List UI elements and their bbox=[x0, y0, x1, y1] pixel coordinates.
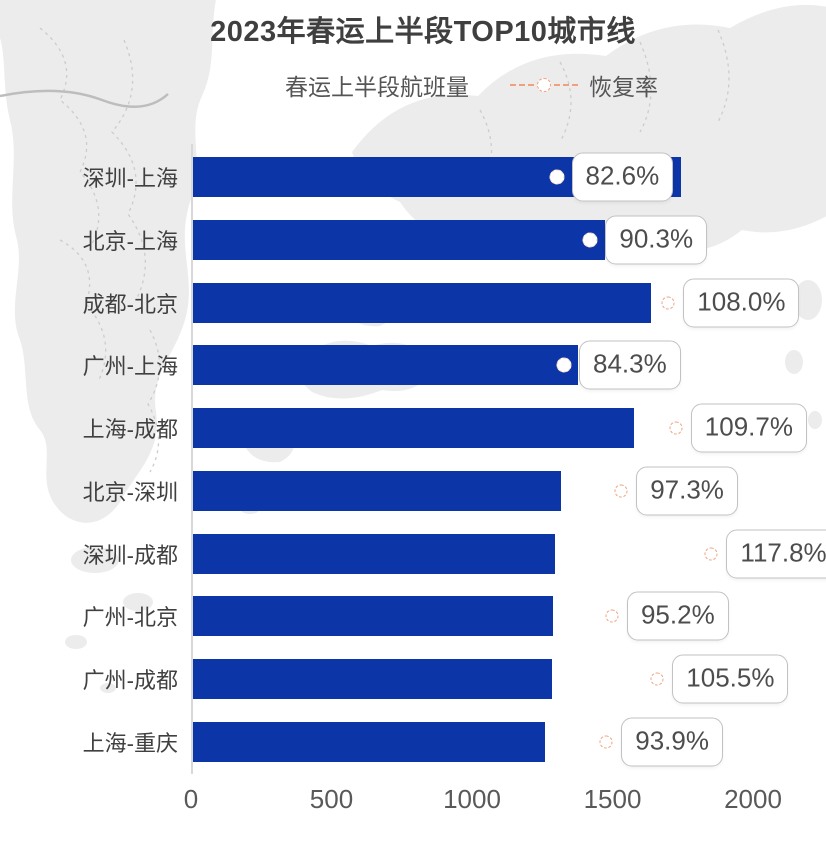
recovery-rate-marker[interactable] bbox=[556, 357, 572, 373]
chart-row: 84.3% bbox=[191, 334, 753, 397]
flight-volume-bar[interactable] bbox=[193, 596, 553, 637]
category-label: 广州-成都 bbox=[82, 667, 178, 693]
category-label: 广州-上海 bbox=[82, 354, 178, 380]
x-axis: 0 500 1000 1500 2000 bbox=[184, 784, 782, 818]
chart-row: 109.7% bbox=[191, 397, 807, 460]
recovery-rate-marker[interactable] bbox=[605, 609, 619, 623]
x-axis-tick-label: 2000 bbox=[724, 784, 782, 814]
chart-row: 97.3% bbox=[191, 460, 753, 523]
category-label: 深圳-上海 bbox=[82, 166, 178, 192]
recovery-rate-callout: 84.3% bbox=[578, 340, 681, 390]
flight-volume-bar[interactable] bbox=[193, 220, 605, 261]
chart-row: 105.5% bbox=[191, 648, 789, 711]
recovery-rate-marker[interactable] bbox=[650, 672, 664, 686]
chart-row: 108.0% bbox=[191, 271, 800, 334]
bar-swatch-icon bbox=[218, 79, 275, 92]
plot-area: 82.6% 90.3% 108.0% 84.3% 109.7% 97.3% 117.8% 95… bbox=[184, 144, 826, 814]
category-label: 北京-深圳 bbox=[82, 479, 178, 505]
chart-row: 95.2% bbox=[191, 585, 753, 648]
flight-volume-bar[interactable] bbox=[193, 721, 545, 762]
rate-marker-icon bbox=[510, 77, 578, 93]
chart-row: 90.3% bbox=[191, 209, 753, 272]
flight-volume-bar[interactable] bbox=[193, 533, 555, 574]
recovery-rate-callout: 108.0% bbox=[683, 278, 800, 328]
legend-label-flights: 春运上半段航班量 bbox=[285, 74, 469, 100]
recovery-rate-callout: 105.5% bbox=[672, 654, 789, 704]
legend-item-flights[interactable]: 春运上半段航班量 bbox=[218, 70, 469, 100]
recovery-rate-marker[interactable] bbox=[614, 484, 628, 498]
recovery-rate-marker[interactable] bbox=[661, 296, 675, 310]
chart-title: 2023年春运上半段TOP10城市线 bbox=[210, 16, 636, 48]
category-label: 上海-成都 bbox=[82, 417, 178, 443]
x-axis-tick-label: 0 bbox=[183, 784, 199, 814]
flight-volume-bar[interactable] bbox=[193, 470, 562, 511]
recovery-rate-marker[interactable] bbox=[582, 232, 598, 248]
category-label: 深圳-成都 bbox=[82, 542, 178, 568]
flight-volume-bar[interactable] bbox=[193, 658, 553, 699]
x-axis-tick-label: 1000 bbox=[443, 784, 501, 814]
legend-item-rate[interactable]: 恢复率 bbox=[510, 70, 658, 100]
flight-volume-bar[interactable] bbox=[193, 282, 652, 323]
category-label: 北京-上海 bbox=[82, 229, 178, 255]
y-axis-line bbox=[191, 144, 193, 774]
chart-row: 93.9% bbox=[191, 710, 753, 773]
recovery-rate-callout: 82.6% bbox=[571, 152, 674, 202]
x-axis-tick-label: 500 bbox=[309, 784, 354, 814]
recovery-rate-callout: 117.8% bbox=[726, 529, 826, 579]
recovery-rate-marker[interactable] bbox=[549, 169, 565, 185]
chart-row: 82.6% bbox=[191, 146, 753, 209]
recovery-rate-callout: 93.9% bbox=[621, 717, 723, 767]
flight-volume-bar[interactable] bbox=[193, 345, 578, 386]
category-label: 上海-重庆 bbox=[82, 730, 178, 756]
recovery-rate-callout: 90.3% bbox=[605, 215, 708, 265]
category-label: 成都-北京 bbox=[82, 291, 178, 317]
recovery-rate-callout: 95.2% bbox=[626, 591, 729, 641]
category-label: 广州-北京 bbox=[82, 605, 178, 631]
recovery-rate-callout: 97.3% bbox=[636, 466, 738, 516]
chart-row: 117.8% bbox=[191, 522, 826, 585]
flight-volume-bar[interactable] bbox=[193, 408, 635, 449]
recovery-rate-marker[interactable] bbox=[669, 421, 683, 435]
recovery-rate-marker[interactable] bbox=[599, 735, 613, 749]
legend-label-rate: 恢复率 bbox=[589, 74, 658, 100]
legend: 春运上半段航班量 恢复率 bbox=[0, 70, 826, 100]
x-axis-tick-label: 1500 bbox=[583, 784, 642, 814]
recovery-rate-callout: 109.7% bbox=[690, 403, 807, 453]
recovery-rate-marker[interactable] bbox=[704, 547, 718, 561]
